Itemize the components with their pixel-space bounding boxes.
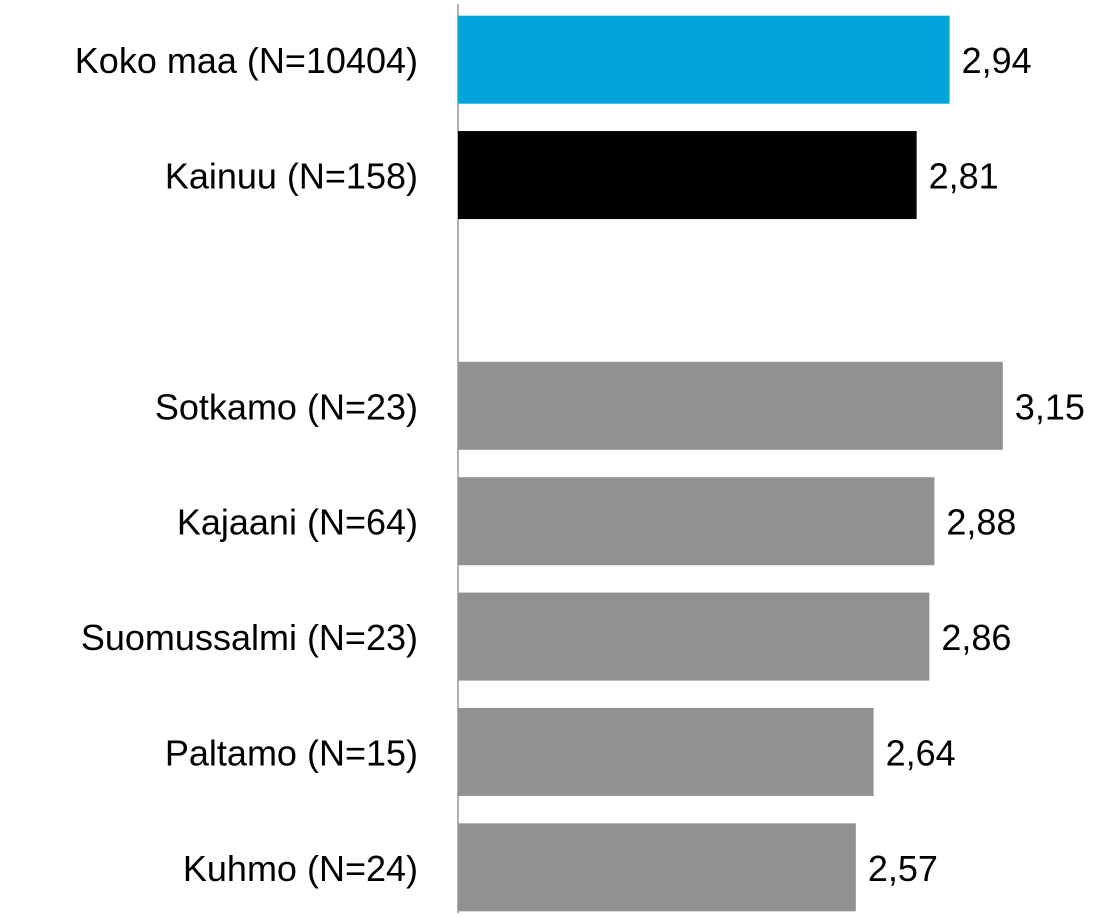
value-label: 2,94 [962, 40, 1032, 81]
bar [458, 823, 856, 912]
category-label: Koko maa (N=10404) [75, 40, 418, 81]
category-label: Kuhmo (N=24) [183, 848, 418, 889]
category-label: Suomussalmi (N=23) [81, 617, 418, 658]
category-label: Kajaani (N=64) [177, 502, 418, 543]
bar [458, 15, 950, 104]
value-label: 2,86 [941, 617, 1011, 658]
bar [458, 477, 935, 566]
category-label: Paltamo (N=15) [165, 732, 418, 773]
bar [458, 592, 930, 681]
bar [458, 361, 1003, 450]
bar [458, 707, 874, 796]
category-label: Sotkamo (N=23) [155, 386, 418, 427]
bar [458, 131, 917, 220]
value-label: 2,81 [929, 156, 999, 197]
value-label: 3,15 [1015, 386, 1085, 427]
category-label: Kainuu (N=158) [165, 156, 418, 197]
value-label: 2,57 [868, 848, 938, 889]
value-label: 2,88 [946, 502, 1016, 543]
value-label: 2,64 [886, 732, 956, 773]
